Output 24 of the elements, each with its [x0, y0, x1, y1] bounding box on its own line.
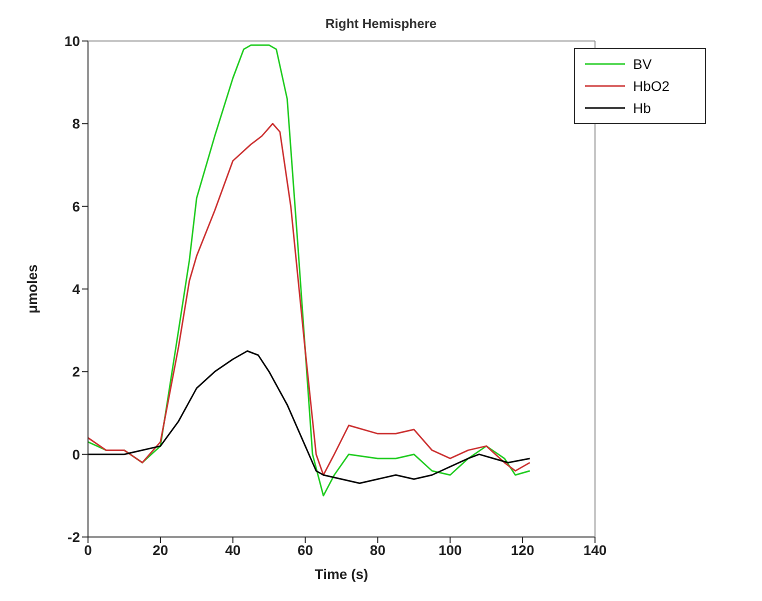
y-tick-label: -2 — [68, 528, 80, 545]
x-tick-label: 0 — [84, 542, 92, 558]
x-tick-label: 120 — [510, 542, 534, 558]
y-tick-label: 8 — [72, 116, 80, 132]
legend-label: HbO2 — [633, 78, 670, 94]
legend-label: BV — [633, 56, 652, 72]
chart-title: Right Hemisphere — [324, 16, 438, 31]
x-tick-label: 40 — [225, 542, 241, 558]
line-series — [88, 350, 531, 484]
y-tick-label: 2 — [72, 364, 80, 380]
legend-label: Hb — [633, 100, 651, 116]
y-tick-label: 6 — [72, 198, 80, 214]
line-series — [88, 122, 531, 476]
x-axis-title: Time (s) — [314, 566, 368, 582]
x-tick-label: 140 — [583, 542, 607, 558]
y-tick-label: 4 — [72, 280, 80, 297]
y-axis-title: μmoles — [24, 264, 40, 314]
y-tick-label: 0 — [72, 446, 80, 462]
x-tick-label: 100 — [438, 542, 462, 558]
x-tick-label: 80 — [370, 542, 386, 558]
x-tick-label: 20 — [152, 542, 168, 558]
y-tick-label: 10 — [64, 32, 80, 49]
x-tick-label: 60 — [297, 542, 314, 558]
line-series — [88, 44, 531, 496]
